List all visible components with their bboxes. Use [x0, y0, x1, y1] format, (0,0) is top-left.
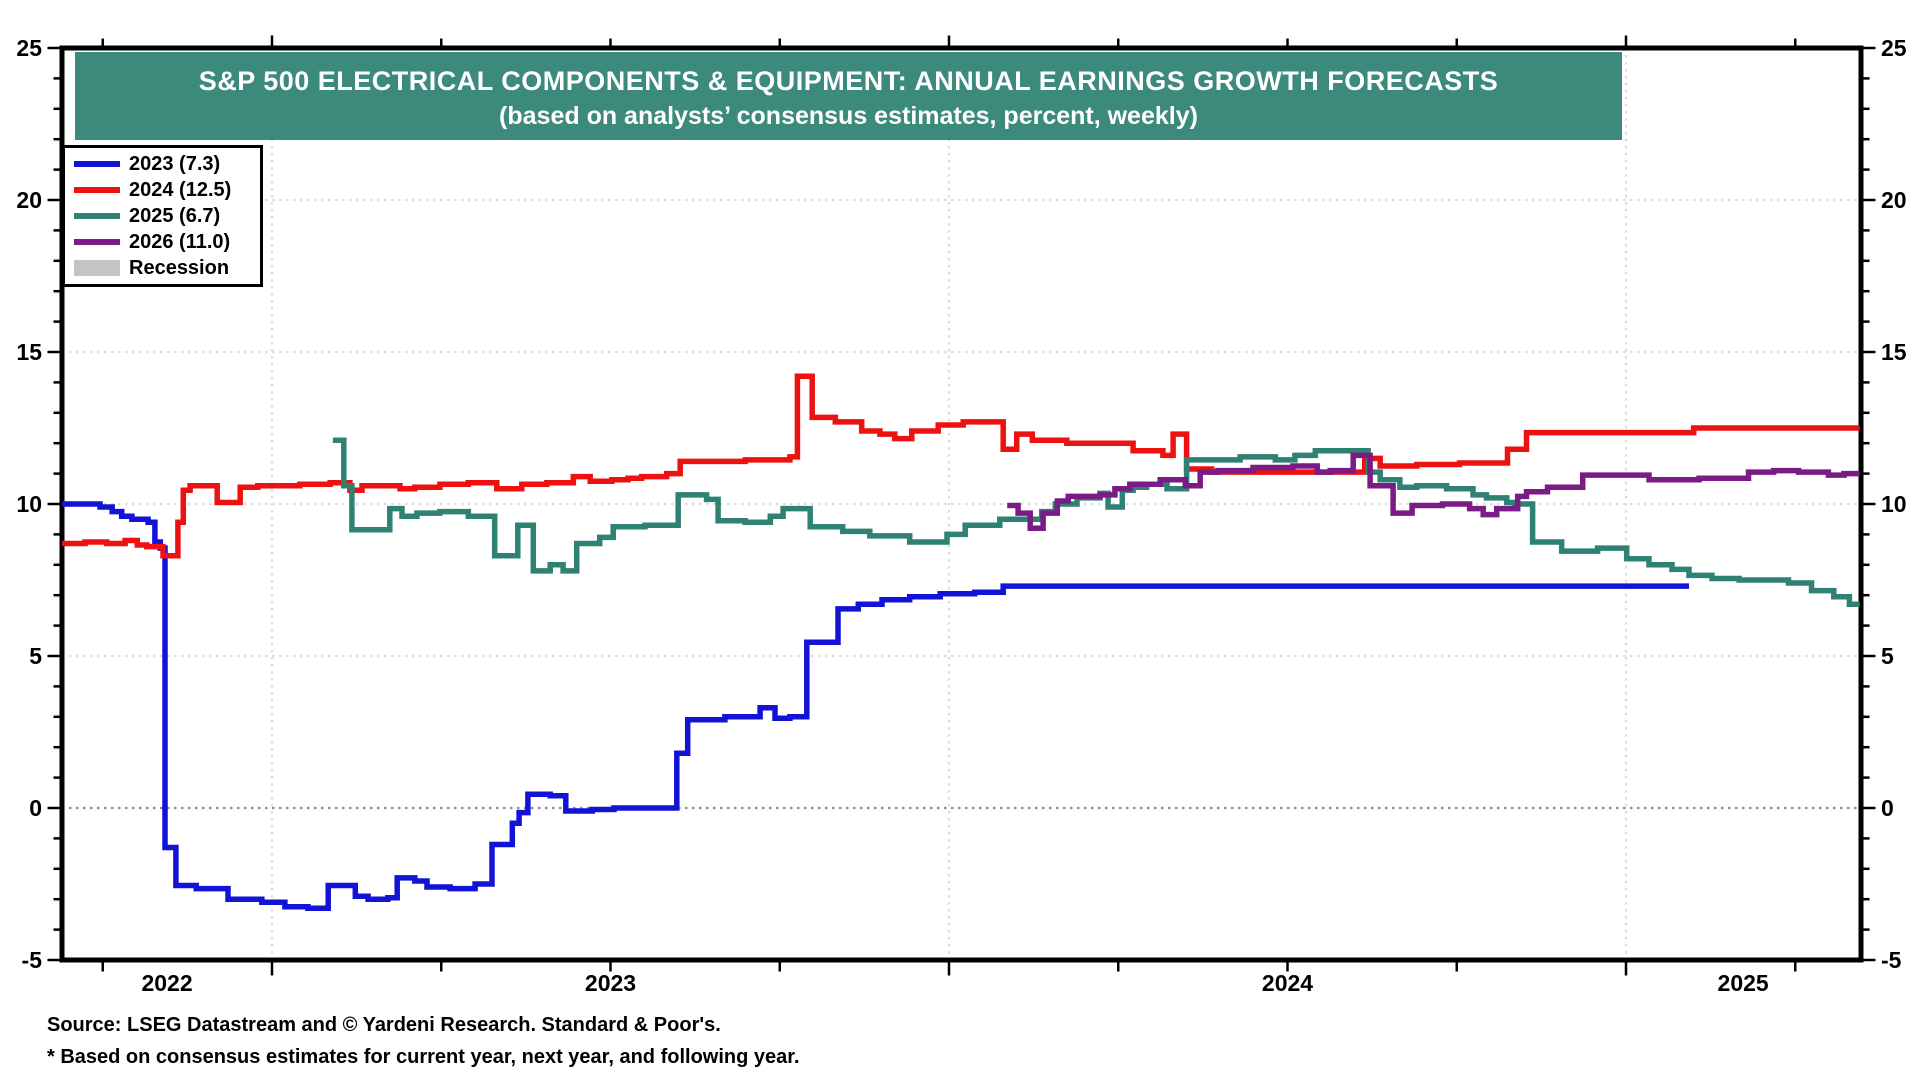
- y-label-right: -5: [1881, 947, 1902, 973]
- legend-line-swatch: [74, 239, 120, 245]
- y-label-left: 20: [16, 187, 42, 213]
- y-label-right: 15: [1881, 339, 1907, 365]
- legend-entry: 2023 (7.3): [65, 152, 260, 176]
- series-2023-line: [62, 501, 1689, 912]
- legend-line-swatch: [74, 161, 120, 167]
- series-2024-line: [62, 373, 1860, 559]
- x-label-2022: 2022: [141, 970, 192, 996]
- title-banner: S&P 500 ELECTRICAL COMPONENTS & EQUIPMEN…: [75, 52, 1622, 140]
- legend-line-swatch: [74, 187, 120, 193]
- legend-line-swatch: [74, 213, 120, 219]
- x-label-2025: 2025: [1718, 970, 1769, 996]
- legend-label: Recession: [129, 256, 230, 279]
- plot-frame: [59, 45, 1864, 963]
- series-2025-line: [332, 437, 1860, 608]
- recession-swatch: [74, 260, 120, 276]
- y-label-right: 10: [1881, 491, 1907, 517]
- legend-entry: 2025 (6.7): [65, 204, 260, 228]
- legend-entry: Recession: [65, 256, 260, 280]
- y-label-left: 25: [16, 35, 42, 61]
- footnote: * Based on consensus estimates for curre…: [47, 1046, 800, 1068]
- x-label-2024: 2024: [1262, 970, 1313, 996]
- y-label-left: -5: [22, 947, 43, 973]
- legend-label: 2025 (6.7): [129, 204, 221, 227]
- legend-label: 2024 (12.5): [129, 178, 232, 201]
- legend: 2023 (7.3) 2024 (12.5) 2025 (6.7) 2026 (11.…: [62, 145, 263, 287]
- y-label-left: 0: [29, 795, 42, 821]
- y-label-left: 10: [16, 491, 42, 517]
- x-label-2023: 2023: [585, 970, 636, 996]
- chart-subtitle: (based on analysts’ consensus estimates,…: [499, 102, 1198, 131]
- y-label-right: 20: [1881, 187, 1907, 213]
- y-label-left: 15: [16, 339, 42, 365]
- series-2026-line: [1007, 452, 1860, 532]
- y-label-left: 5: [29, 643, 42, 669]
- legend-label: 2023 (7.3): [129, 152, 221, 175]
- legend-entry: 2026 (11.0): [65, 230, 260, 254]
- legend-label: 2026 (11.0): [129, 230, 231, 253]
- chart-title: S&P 500 ELECTRICAL COMPONENTS & EQUIPMEN…: [198, 65, 1499, 96]
- legend-entry: 2024 (12.5): [65, 178, 260, 202]
- y-label-right: 5: [1881, 643, 1894, 669]
- source-note: Source: LSEG Datastream and © Yardeni Re…: [47, 1014, 721, 1036]
- y-label-right: 0: [1881, 795, 1894, 821]
- y-label-right: 25: [1881, 35, 1907, 61]
